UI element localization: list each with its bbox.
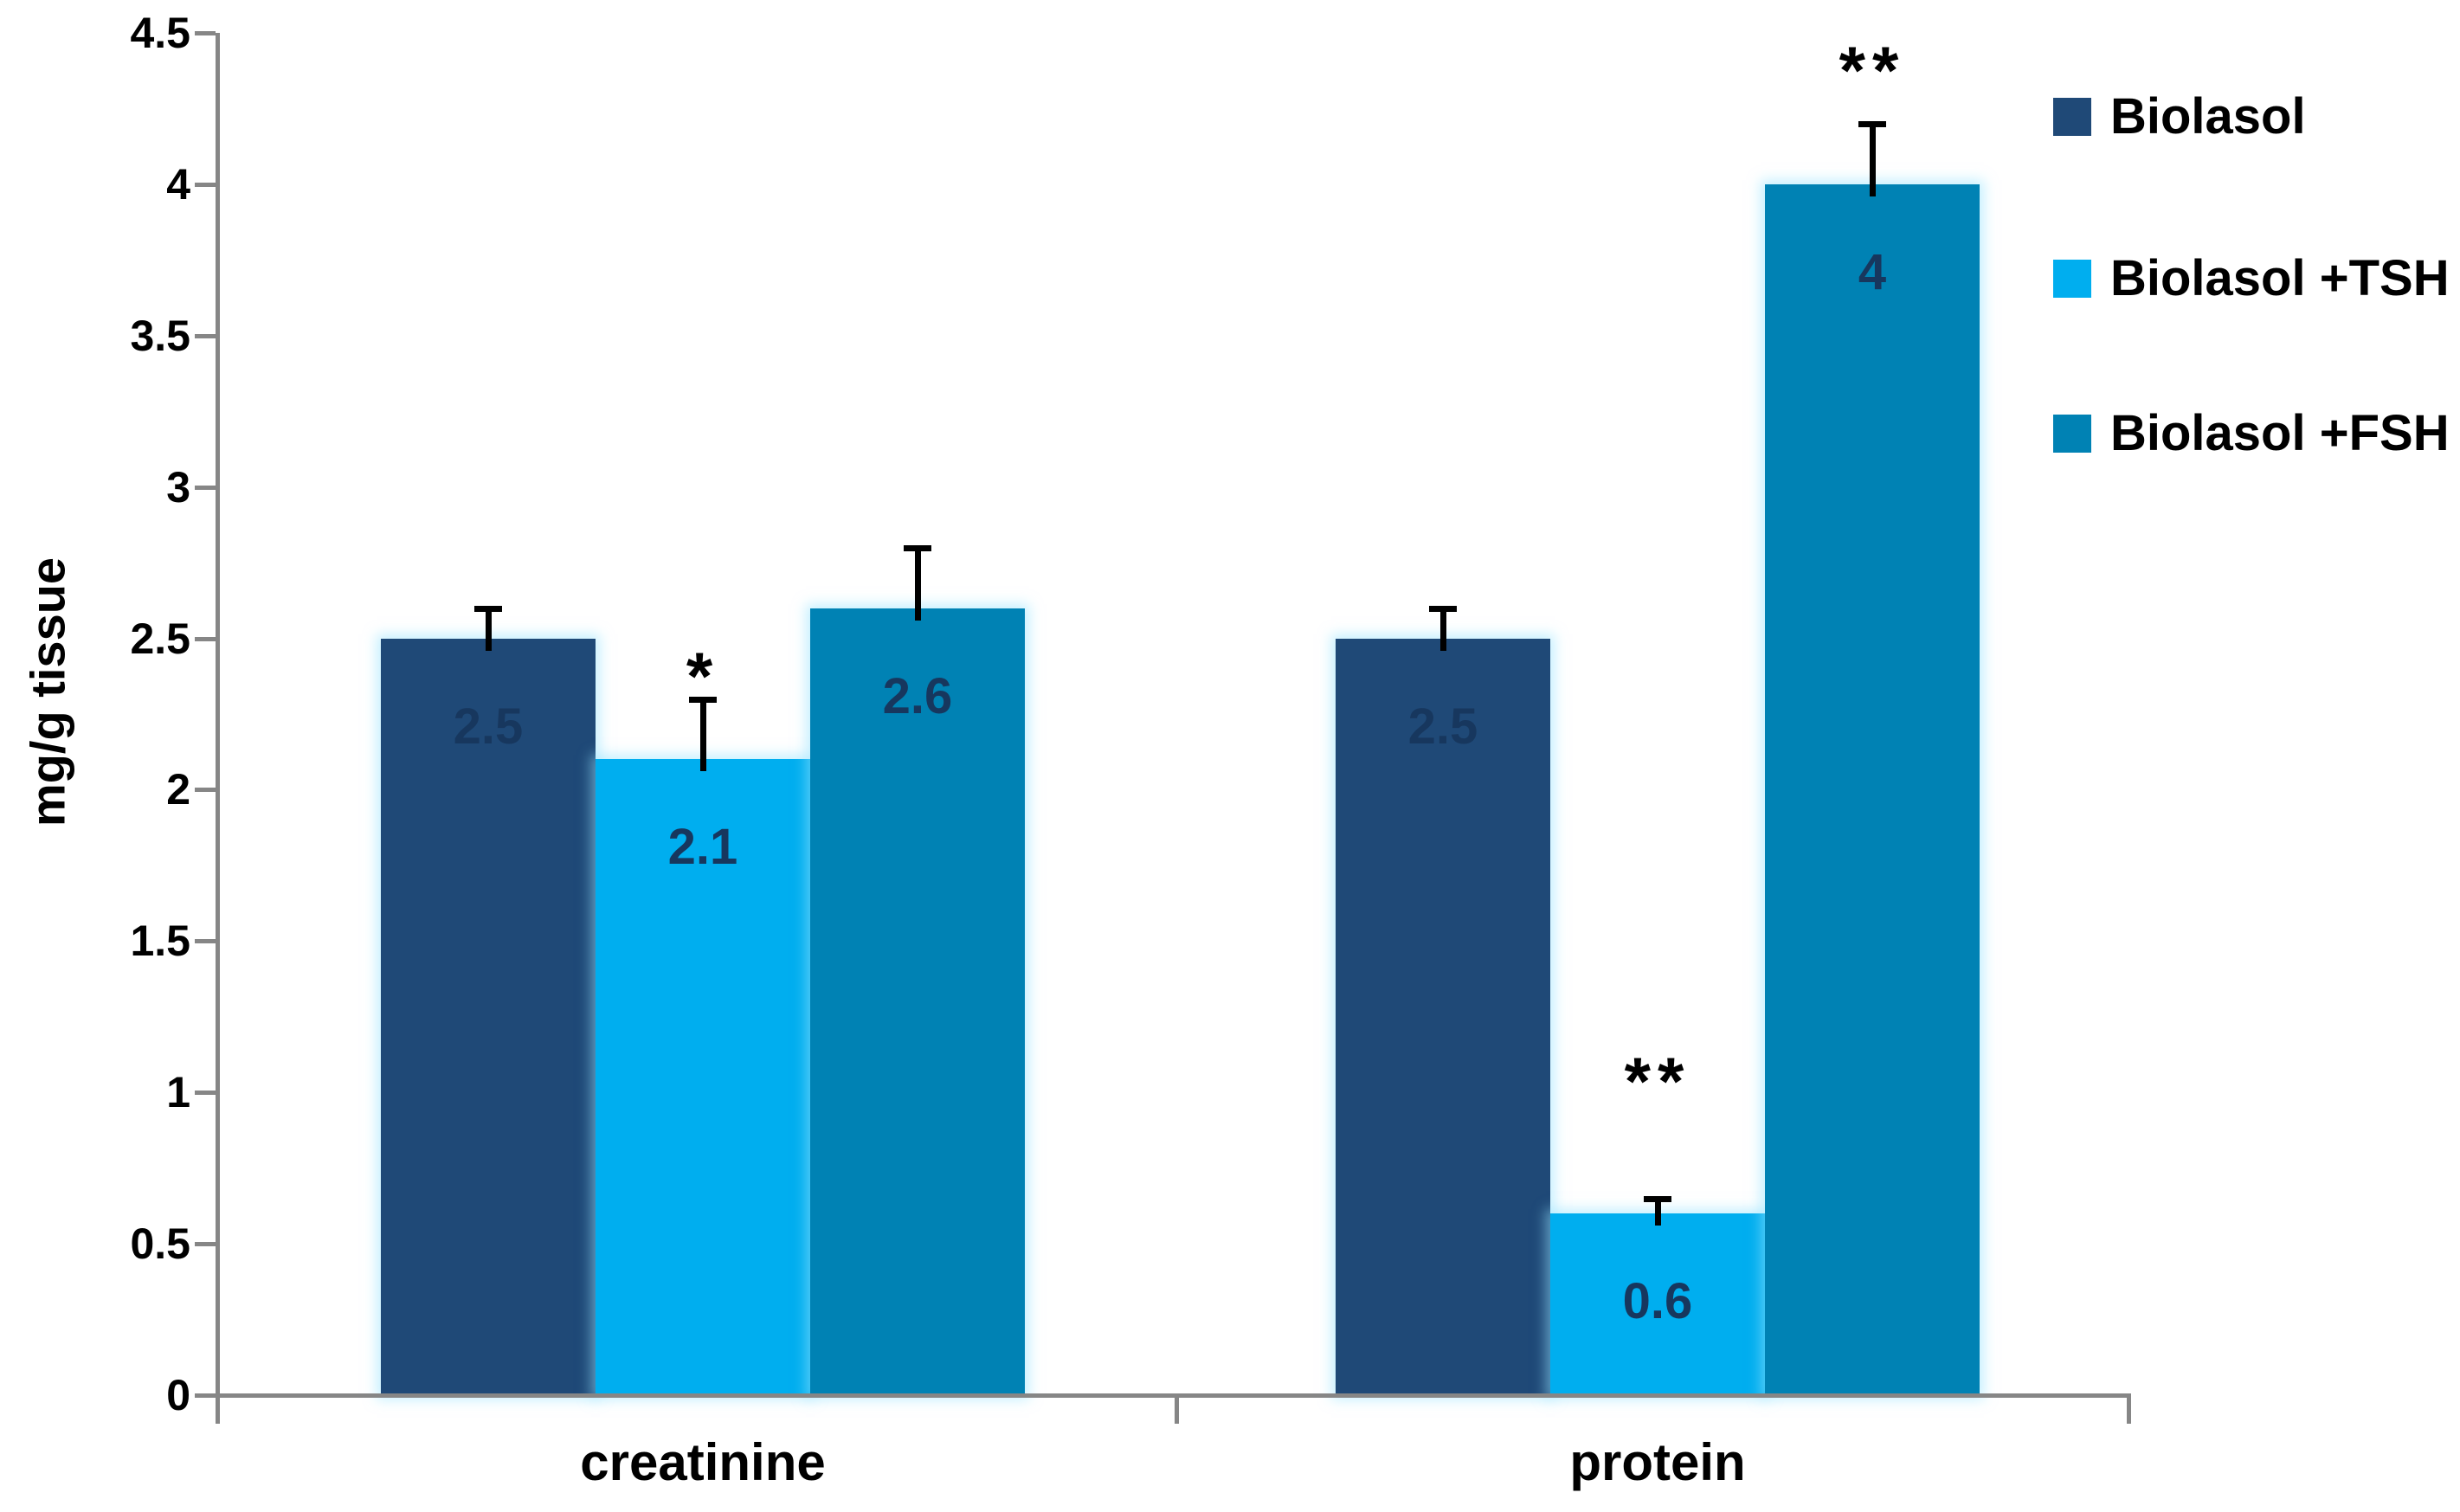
error-cap-protein-Biolasol +FSH [1858, 120, 1886, 127]
bar-value-protein-Biolasol +TSH: 0.6 [1622, 1273, 1693, 1330]
significance-marker-1: ** [1624, 1043, 1691, 1120]
y-tick-2 [195, 788, 216, 793]
significance-marker-0: * [686, 637, 720, 714]
y-tick-label-2: 2 [166, 765, 190, 814]
x-axis-tick-0 [1175, 1395, 1179, 1424]
error-bar-creatinine-Biolasol +FSH [914, 547, 921, 621]
error-cap-creatinine-Biolasol +TSH [689, 696, 717, 703]
bar-creatinine-Biolasol [381, 638, 596, 1395]
x-axis-line [219, 1393, 2131, 1398]
bar-value-protein-Biolasol: 2.5 [1407, 698, 1478, 755]
y-axis-line [216, 33, 220, 1424]
legend-item-biolasol-fsh: Biolasol +FSH [2053, 399, 2450, 468]
y-tick-label-3.5: 3.5 [130, 311, 190, 360]
legend-swatch-biolasol [2053, 98, 2091, 136]
error-cap-creatinine-Biolasol [474, 605, 502, 612]
y-tick-3 [195, 485, 216, 490]
category-label-protein: protein [1569, 1433, 1746, 1491]
legend-item-biolasol-tsh: Biolasol +TSH [2053, 244, 2450, 313]
y-tick-0 [195, 1393, 216, 1398]
error-cap-creatinine-Biolasol +FSH [904, 544, 931, 551]
significance-marker-2: ** [1839, 31, 1906, 108]
y-tick-4.5 [195, 31, 216, 35]
error-cap-protein-Biolasol [1429, 605, 1457, 612]
legend-label-biolasol-tsh: Biolasol +TSH [2110, 250, 2450, 306]
bar-protein-Biolasol [1336, 638, 1550, 1395]
bar-protein-Biolasol +TSH [1550, 1213, 1765, 1395]
bar-creatinine-Biolasol +FSH [810, 608, 1025, 1395]
y-tick-label-3: 3 [166, 462, 190, 512]
legend-swatch-biolasol-tsh [2053, 260, 2091, 298]
y-tick-1.5 [195, 939, 216, 944]
legend-label-biolasol: Biolasol [2110, 88, 2306, 145]
y-tick-label-0.5: 0.5 [130, 1219, 190, 1269]
bar-creatinine-Biolasol +TSH [596, 759, 810, 1395]
y-tick-label-1.5: 1.5 [130, 917, 190, 966]
y-tick-0.5 [195, 1242, 216, 1247]
y-tick-label-2.5: 2.5 [130, 614, 190, 663]
error-cap-protein-Biolasol +TSH [1644, 1195, 1671, 1202]
y-tick-label-1: 1 [166, 1068, 190, 1117]
error-bar-protein-Biolasol +TSH [1654, 1198, 1661, 1226]
bar-value-creatinine-Biolasol +FSH: 2.6 [882, 667, 953, 724]
y-tick-2.5 [195, 636, 216, 641]
category-label-creatinine: creatinine [580, 1433, 826, 1491]
y-tick-label-4.5: 4.5 [130, 9, 190, 57]
y-tick-3.5 [195, 333, 216, 338]
y-tick-1 [195, 1091, 216, 1096]
legend-item-biolasol: Biolasol [2053, 82, 2306, 151]
x-axis-tick-1 [2127, 1395, 2131, 1424]
bar-protein-Biolasol +FSH [1765, 183, 1980, 1395]
error-bar-creatinine-Biolasol [485, 608, 492, 651]
legend-label-biolasol-fsh: Biolasol +FSH [2110, 405, 2450, 461]
y-tick-label-4: 4 [166, 159, 190, 209]
bar-value-protein-Biolasol +FSH: 4 [1858, 243, 1887, 300]
error-bar-protein-Biolasol [1439, 608, 1446, 651]
error-bar-protein-Biolasol +FSH [1869, 123, 1876, 196]
y-tick-label-0: 0 [166, 1371, 190, 1419]
y-tick-4 [195, 182, 216, 187]
bar-value-creatinine-Biolasol: 2.5 [453, 698, 524, 755]
error-bar-creatinine-Biolasol +TSH [699, 698, 706, 772]
bar-value-creatinine-Biolasol +TSH: 2.1 [667, 819, 738, 876]
legend-swatch-biolasol-fsh [2053, 415, 2091, 453]
